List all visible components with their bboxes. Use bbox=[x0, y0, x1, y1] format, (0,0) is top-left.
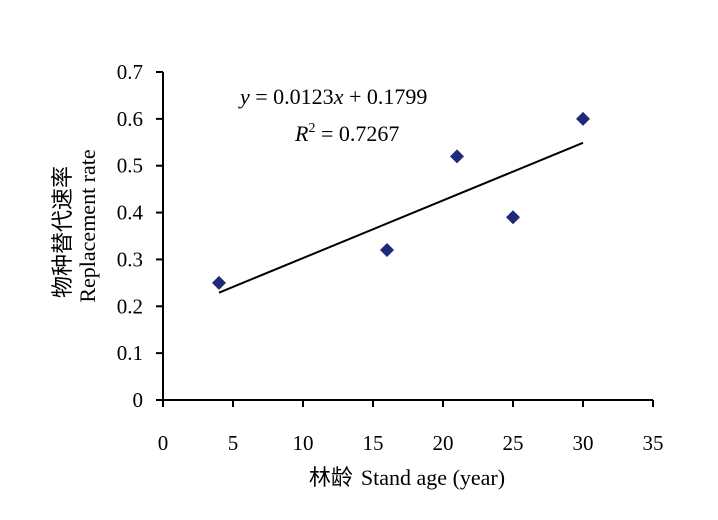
x-tick-label: 0 bbox=[158, 431, 169, 455]
y-tick-label: 0.5 bbox=[117, 154, 143, 178]
y-axis-title-cn: 物种替代速率 bbox=[50, 166, 75, 298]
x-tick-label: 35 bbox=[643, 431, 664, 455]
data-point bbox=[576, 111, 590, 126]
y-tick-label: 0 bbox=[133, 388, 144, 412]
equation-x-var: x bbox=[333, 84, 344, 109]
x-tick-label: 20 bbox=[433, 431, 454, 455]
y-tick-label: 0.7 bbox=[117, 60, 143, 84]
y-tick-label: 0.6 bbox=[117, 107, 143, 131]
data-point bbox=[380, 243, 394, 258]
x-axis-title: 林龄 Stand age (year) bbox=[309, 465, 505, 490]
trendline bbox=[218, 141, 584, 294]
y-tick-label: 0.4 bbox=[117, 201, 144, 225]
y-axis-title-en: Replacement rate bbox=[75, 149, 100, 302]
y-tick-label: 0.3 bbox=[117, 247, 143, 271]
data-point bbox=[506, 210, 520, 225]
r-squared-var: R bbox=[294, 121, 309, 146]
equation-intercept: + 0.1799 bbox=[343, 84, 427, 109]
regression-equation: y = 0.0123x + 0.1799 bbox=[238, 84, 427, 109]
r-squared: R2 = 0.7267 bbox=[294, 121, 399, 146]
x-tick-label: 15 bbox=[363, 431, 384, 455]
x-axis-title-en: Stand age (year) bbox=[361, 465, 505, 490]
x-tick-label: 10 bbox=[293, 431, 314, 455]
data-point bbox=[450, 149, 464, 164]
axes bbox=[162, 72, 653, 401]
x-tick-label: 5 bbox=[228, 431, 239, 455]
y-tick-label: 0.2 bbox=[117, 294, 143, 318]
x-axis-title-cn: 林龄 bbox=[309, 465, 353, 490]
y-tick-label: 0.1 bbox=[117, 341, 143, 365]
data-point bbox=[212, 275, 226, 290]
trendline-group bbox=[218, 141, 584, 294]
equation-y-var: y bbox=[238, 84, 250, 109]
r-squared-value: = 0.7267 bbox=[315, 121, 399, 146]
data-points bbox=[212, 111, 590, 290]
equation-slope: = 0.0123 bbox=[250, 84, 334, 109]
x-tick-label: 30 bbox=[573, 431, 594, 455]
x-tick-label: 25 bbox=[503, 431, 524, 455]
y-ticks: 0 0.1 0.2 0.3 0.4 0.5 0.6 0.7 bbox=[117, 60, 163, 412]
x-ticks: 0 5 10 15 20 25 30 35 bbox=[158, 400, 664, 455]
r-squared-exp: 2 bbox=[308, 121, 315, 136]
